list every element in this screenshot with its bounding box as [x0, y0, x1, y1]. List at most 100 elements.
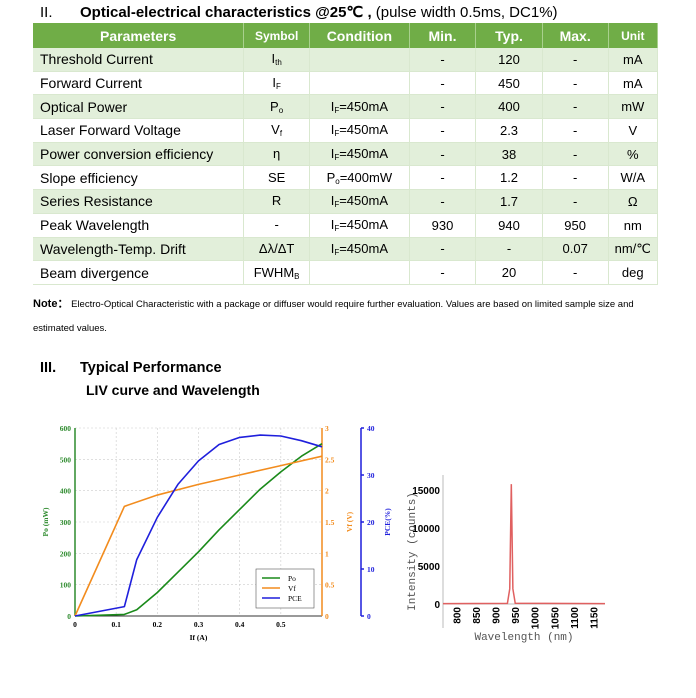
typ-value: 38	[501, 146, 517, 162]
param-name: Laser Forward Voltage	[40, 122, 181, 139]
pce-tick-label: 10	[367, 565, 375, 574]
param-name: Slope efficiency	[40, 169, 138, 186]
max-value: -	[572, 170, 578, 186]
condition: I	[330, 146, 335, 162]
x-tick-label: 0.1	[111, 620, 121, 629]
typ-value: 2.3	[499, 122, 519, 138]
condition-subscript: F	[334, 224, 340, 234]
condition: I	[330, 122, 335, 138]
vf-tick-label: 1.5	[325, 518, 335, 527]
x-tick-label: 900	[492, 607, 503, 624]
table-row: Laser Forward Voltage Vf IF=450mA -2.3- V	[33, 118, 659, 143]
table-cell: Power conversion efficiency	[33, 142, 245, 167]
section-number: III.	[40, 360, 57, 376]
condition-subscript: F	[334, 247, 340, 257]
symbol: FWHM	[253, 264, 295, 280]
typ-value: 400	[498, 99, 520, 115]
table-row: Power conversion efficiency η IF=450mA - 38 -…	[33, 142, 659, 167]
condition-subscript: F	[334, 153, 340, 163]
pce-tick-label: 30	[367, 471, 375, 480]
min-value: -	[440, 170, 445, 186]
min-value: -	[440, 122, 445, 138]
table-cell: -	[243, 213, 310, 238]
symbol-subscript: f	[279, 129, 283, 139]
condition: P	[326, 169, 336, 185]
typ-value: -	[506, 241, 512, 257]
series-line-po	[74, 442, 323, 617]
symbol: I	[271, 51, 276, 67]
vf-tick-label: 3	[325, 424, 329, 433]
vf-axis-label: Vf (V)	[345, 511, 354, 532]
symbol: -	[274, 217, 279, 233]
table-row: Series Resistance R IF=450mA - 1.7 - Ω	[33, 189, 659, 214]
table-cell: 930	[409, 213, 477, 238]
y-tick-label: 10000	[412, 524, 440, 535]
symbol: V	[271, 122, 280, 138]
condition-value: =450mA	[339, 193, 388, 209]
table-cell: IF=450mA	[309, 237, 410, 262]
characteristics-table: Parameters Symbol Condition Min. Typ. Max. Uni…	[33, 23, 659, 285]
table-cell: -	[542, 189, 609, 214]
table-cell: deg	[608, 260, 659, 285]
param-name: Series Resistance	[40, 193, 153, 210]
symbol: SE	[267, 169, 286, 185]
table-cell: Slope efficiency	[33, 165, 245, 191]
y-tick-label: 500	[60, 455, 72, 464]
note: Note： Electro-Optical Characteristic wit…	[33, 292, 663, 341]
section-subtitle: (pulse width 0.5ms, DC1%)	[371, 4, 558, 21]
min-value: -	[440, 241, 445, 257]
symbol: P	[270, 98, 279, 114]
symbol-subscript: th	[275, 58, 282, 68]
pce-tick-label: 0	[367, 612, 371, 621]
table-cell: mA	[608, 71, 659, 96]
symbol: I	[272, 75, 276, 91]
table-cell: Vf	[243, 118, 310, 143]
y-tick-label: 5000	[418, 562, 441, 573]
min-value: -	[440, 99, 445, 115]
note-label: Note：	[33, 298, 69, 310]
legend-label: Vf	[288, 584, 296, 593]
table-cell: -	[409, 48, 477, 72]
condition: I	[330, 98, 335, 114]
table-cell: 1.7	[475, 189, 543, 214]
x-axis-label: If (A)	[190, 633, 208, 642]
y-tick-label: 0	[67, 612, 71, 621]
y-tick-label: 200	[60, 549, 72, 558]
table-cell: Beam divergence	[33, 260, 245, 285]
x-tick-label: 0.4	[235, 620, 245, 629]
unit: nm/℃	[614, 240, 651, 256]
table-cell: η	[243, 142, 310, 167]
table-cell: Po=400mW	[309, 165, 410, 191]
vf-tick-label: 1	[325, 549, 329, 558]
vf-tick-label: 0.5	[325, 581, 335, 590]
table-cell: -	[542, 48, 609, 72]
table-cell: -	[409, 118, 477, 143]
series-line-vf	[74, 455, 323, 617]
table-cell: Wavelength-Temp. Drift	[33, 237, 245, 262]
table-cell: -	[409, 165, 477, 191]
table-cell: mW	[608, 94, 659, 120]
condition-value: =450mA	[339, 146, 388, 162]
table-cell: %	[608, 142, 659, 167]
column-header: Condition	[309, 23, 410, 48]
table-cell: 0.07	[542, 237, 609, 262]
x-tick-label: 0.2	[153, 620, 163, 629]
column-header: Max.	[542, 23, 609, 48]
table-cell: IF=450mA	[309, 118, 410, 143]
max-value: -	[572, 99, 578, 115]
table-cell: 940	[475, 213, 543, 238]
table-cell: 120	[475, 48, 543, 72]
table-cell: Ω	[608, 189, 659, 214]
table-cell: -	[409, 142, 477, 167]
table-cell: -	[542, 142, 609, 167]
table-cell: Laser Forward Voltage	[33, 118, 245, 143]
x-tick-label: 0.3	[194, 620, 204, 629]
condition-value: =400mW	[339, 169, 393, 185]
column-header: Min.	[409, 23, 477, 48]
table-cell: FWHMB	[243, 260, 310, 285]
min-value: -	[440, 75, 445, 91]
condition-value: =450mA	[339, 240, 388, 256]
table-row: Forward Current IF - 450 - mA	[33, 71, 659, 96]
table-cell: -	[409, 71, 477, 96]
